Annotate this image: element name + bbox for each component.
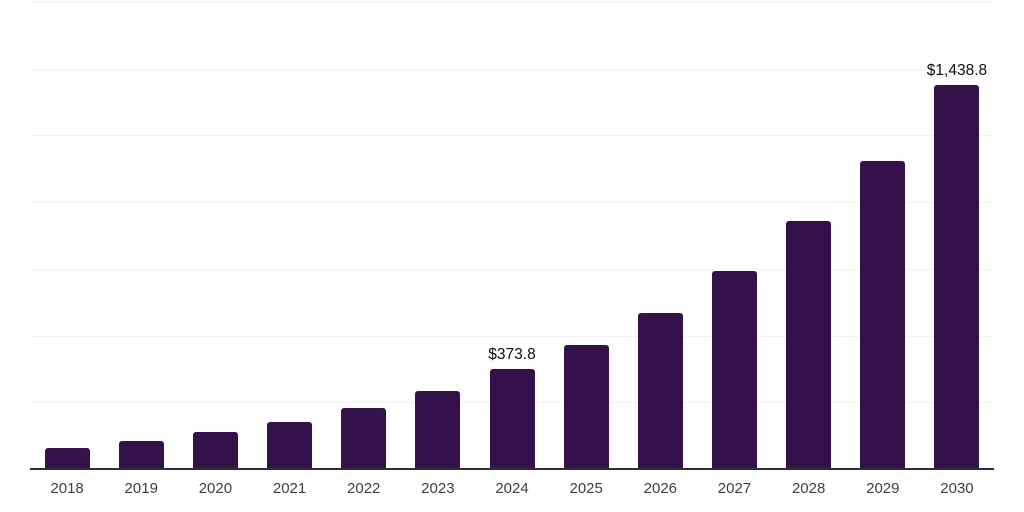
bar-2023[interactable] xyxy=(415,390,461,469)
x-tick-label-2020: 2020 xyxy=(198,480,233,497)
x-tick-label-2022: 2022 xyxy=(347,480,381,497)
x-tick-label-2019: 2019 xyxy=(124,480,158,497)
x-tick-label-2023: 2023 xyxy=(421,480,455,497)
bar-slot-2022 xyxy=(327,2,401,469)
gridline xyxy=(30,68,994,70)
bar-slot-2021 xyxy=(252,2,326,469)
bars-layer: $373.8 $1,438.8 xyxy=(30,2,994,469)
x-tick-label-2026: 2026 xyxy=(643,480,678,497)
bar-2018[interactable] xyxy=(44,447,90,469)
bar-slot-2024: $373.8 xyxy=(475,2,549,469)
x-tick-label-2030: 2030 xyxy=(940,480,974,497)
gridline xyxy=(30,2,994,3)
gridline xyxy=(30,268,994,270)
x-tick-label-2027: 2027 xyxy=(717,480,752,497)
bar-2026[interactable] xyxy=(637,313,683,469)
bar-2025[interactable] xyxy=(563,345,609,469)
bar-slot-2026 xyxy=(623,2,697,469)
bar-slot-2019 xyxy=(104,2,178,469)
bar-slot-2023 xyxy=(401,2,475,469)
x-axis-line xyxy=(30,468,994,470)
bar-2029[interactable] xyxy=(860,161,906,469)
bar-slot-2020 xyxy=(178,2,252,469)
plot-area: $373.8 $1,438.8 xyxy=(30,2,994,470)
x-tick-label-2018: 2018 xyxy=(50,480,84,497)
bar-slot-2028 xyxy=(772,2,846,469)
x-tick-label-2028: 2028 xyxy=(791,480,826,497)
value-label-2024: $373.8 xyxy=(488,346,536,364)
x-tick-label-2025: 2025 xyxy=(569,480,603,497)
gridline xyxy=(30,135,994,137)
bar-2030[interactable]: $1,438.8 xyxy=(927,62,987,469)
x-tick-label-2021: 2021 xyxy=(272,480,307,497)
bar-2020[interactable] xyxy=(192,432,238,469)
x-axis-labels: 2018 2019 2020 2021 2022 2023 2024 2025 2026 2027… xyxy=(30,480,994,497)
x-tick-label-2029: 2029 xyxy=(866,480,900,497)
bar-2024[interactable]: $373.8 xyxy=(488,346,536,469)
bar-slot-2030: $1,438.8 xyxy=(920,2,994,469)
value-label-2030: $1,438.8 xyxy=(926,62,988,80)
bar-slot-2025 xyxy=(549,2,623,469)
bar-2027[interactable] xyxy=(711,271,757,469)
bar-slot-2029 xyxy=(846,2,920,469)
bar-slot-2018 xyxy=(30,2,104,469)
bar-slot-2027 xyxy=(697,2,771,469)
bar-2028[interactable] xyxy=(786,221,832,469)
gridline xyxy=(30,335,994,337)
gridline xyxy=(30,202,994,204)
x-tick-label-2024: 2024 xyxy=(495,480,529,497)
bar-2022[interactable] xyxy=(341,407,387,469)
bar-2021[interactable] xyxy=(267,422,313,469)
bar-2019[interactable] xyxy=(118,440,164,469)
